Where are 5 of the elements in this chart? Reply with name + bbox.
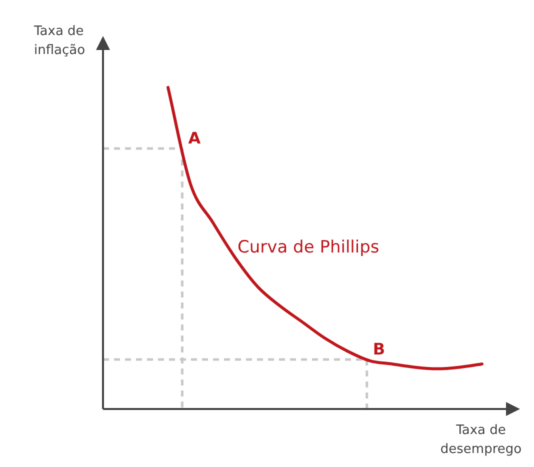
text: Taxa de inflação: [34, 23, 86, 60]
x-axis-title: Taxa de desemprego: [439, 422, 523, 459]
annotation: Curva de Phillips: [238, 238, 380, 258]
ref-line-label: A: [188, 128, 202, 148]
ref-line-label: B: [372, 340, 386, 359]
